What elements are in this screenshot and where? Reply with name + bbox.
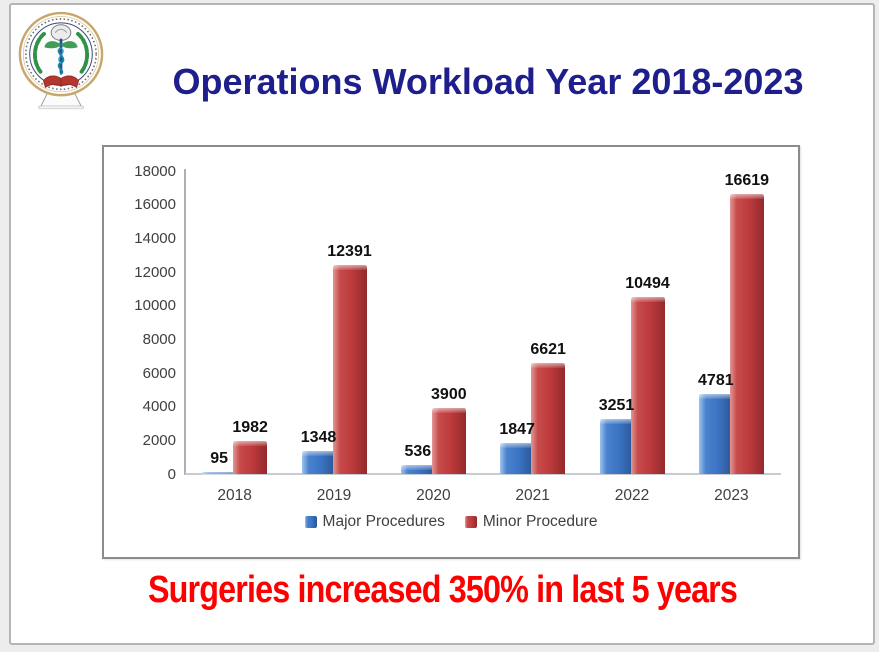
plot-area: 0 2000 4000 6000 8000 10000 12000 14000 16000 180… <box>104 147 798 557</box>
data-label: 6621 <box>530 341 566 358</box>
slide: Operations Workload Year 2018-2023 0 2000… <box>9 3 875 645</box>
legend-item: Major Procedures <box>304 513 445 531</box>
y-tick-label: 18000 <box>134 162 176 180</box>
bar-major-2022 <box>599 419 634 474</box>
y-tick-label: 12000 <box>134 263 176 281</box>
y-tick-label: 2000 <box>142 431 176 449</box>
data-label: 3251 <box>598 397 635 414</box>
y-tick-label: 10000 <box>134 297 176 315</box>
bar-major-2021 <box>500 443 535 474</box>
x-axis-line <box>185 473 781 475</box>
y-tick-label: 6000 <box>142 364 176 382</box>
data-label: 1847 <box>499 421 535 438</box>
data-label: 12391 <box>327 243 372 260</box>
x-category-label: 2019 <box>316 487 352 504</box>
bar-major-2020 <box>400 465 435 474</box>
x-category-label: 2018 <box>217 487 252 504</box>
legend-item: Minor Procedure <box>464 513 598 531</box>
x-category-label: 2022 <box>614 487 650 504</box>
chart-legend: Major Procedures Minor Procedure <box>104 513 798 531</box>
legend-label: Minor Procedure <box>482 513 598 530</box>
y-axis-line <box>184 169 186 475</box>
data-label: 1982 <box>232 419 268 436</box>
data-label: 95 <box>210 450 229 467</box>
data-label: 10494 <box>625 275 670 292</box>
y-tick-label: 8000 <box>142 330 176 348</box>
legend-swatch-icon <box>464 516 477 528</box>
y-tick-label: 16000 <box>134 196 176 214</box>
data-label: 536 <box>404 443 432 460</box>
y-tick-label: 14000 <box>134 229 176 247</box>
legend-label: Major Procedures <box>322 513 445 530</box>
bar-minor-2022 <box>630 297 665 474</box>
bar-minor-2021 <box>531 363 566 474</box>
bar-minor-2023 <box>729 194 764 474</box>
bar-major-2018 <box>202 472 237 477</box>
data-label: 4781 <box>698 372 734 389</box>
bar-major-2023 <box>698 394 733 474</box>
data-label: 16619 <box>724 172 770 189</box>
data-label: 3900 <box>431 386 467 403</box>
y-tick-label: 4000 <box>142 398 176 416</box>
bar-major-2019 <box>301 451 336 474</box>
x-category-label: 2023 <box>714 487 749 504</box>
x-category-label: 2020 <box>416 487 451 504</box>
y-tick-label: 0 <box>167 465 176 483</box>
footer-banner: Surgeries increased 350% in last 5 years <box>11 569 873 612</box>
legend-swatch-icon <box>304 516 317 528</box>
institute-logo <box>17 9 105 111</box>
footer-text: Surgeries increased 350% in last 5 years <box>147 569 737 611</box>
operations-chart: 0 2000 4000 6000 8000 10000 12000 14000 16000 180… <box>102 145 800 559</box>
bar-minor-2018 <box>233 441 268 474</box>
page-title: Operations Workload Year 2018-2023 <box>172 61 804 102</box>
x-category-label: 2021 <box>515 487 550 504</box>
bar-minor-2020 <box>431 408 466 474</box>
data-label: 1348 <box>300 429 337 446</box>
medical-institute-emblem-icon <box>18 11 104 110</box>
bar-minor-2019 <box>332 265 367 474</box>
